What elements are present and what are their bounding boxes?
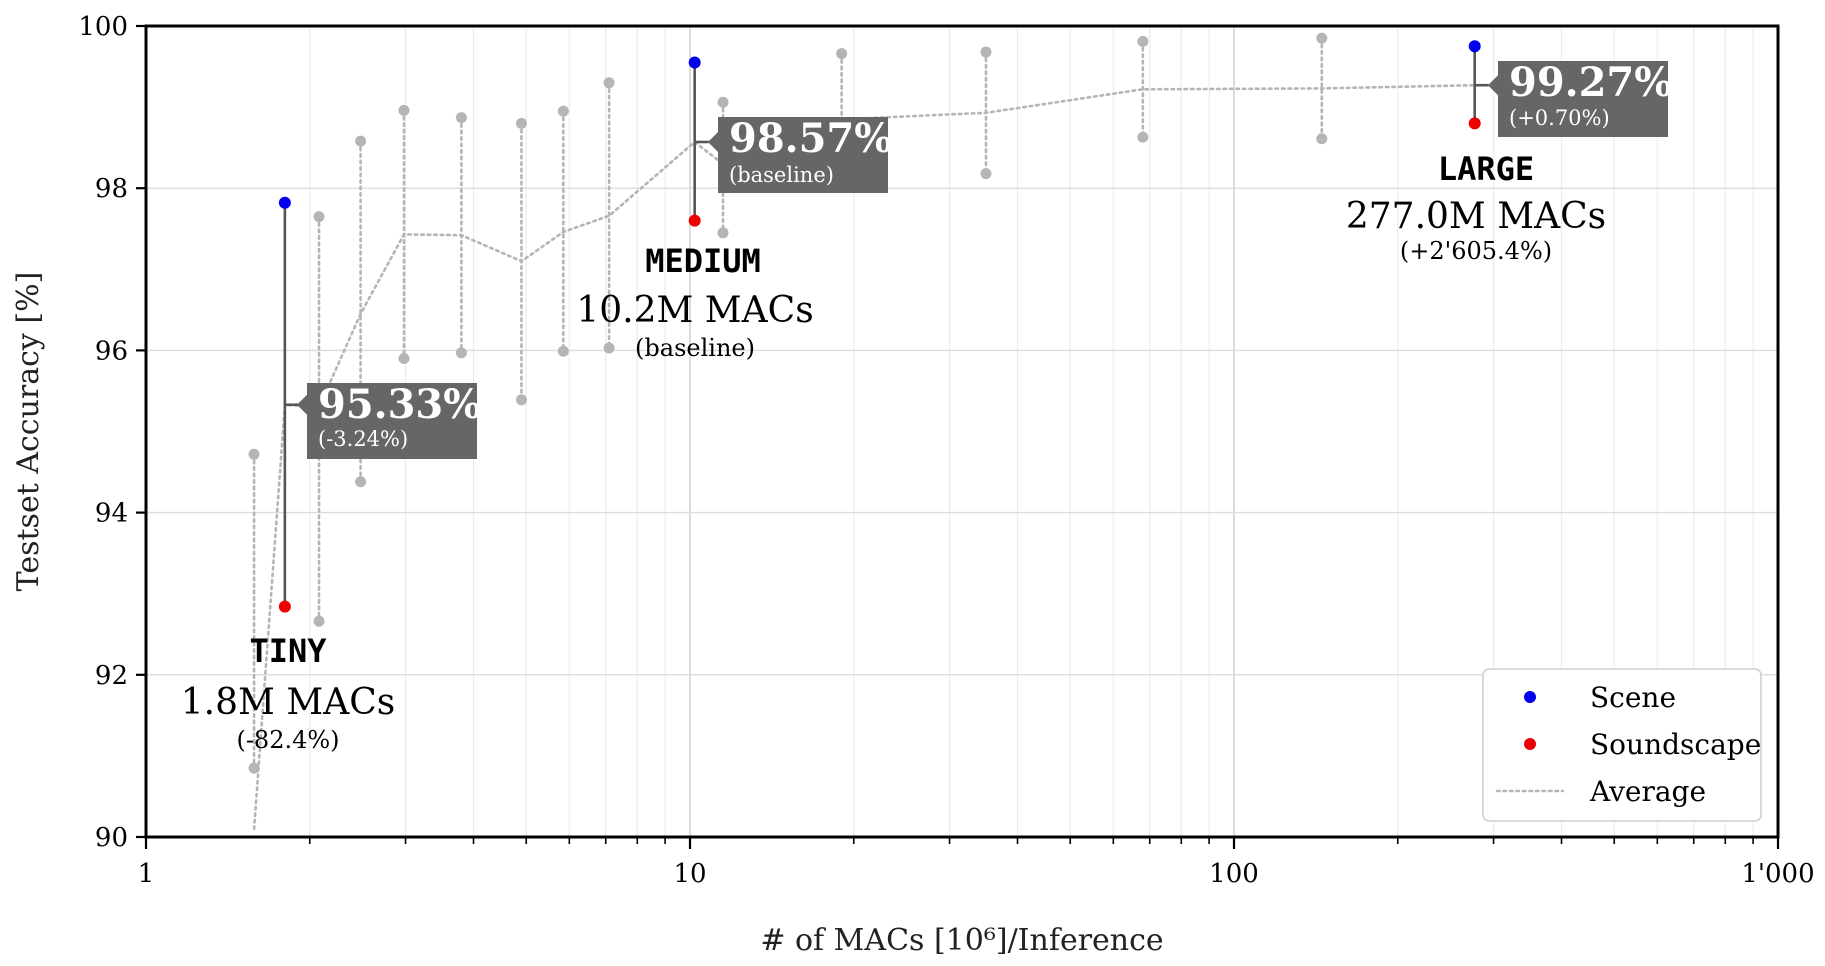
soundscape-point <box>1137 131 1149 143</box>
y-axis-title: Testset Accuracy [%] <box>11 272 46 592</box>
model-macs-change-label: (baseline) <box>635 334 755 362</box>
soundscape-point <box>313 615 325 627</box>
model-name-label: TINY <box>249 632 327 670</box>
scene-point <box>515 117 527 129</box>
y-tick-label: 98 <box>95 174 128 204</box>
model-labels: TINY 1.8M MACs (-82.4%) MEDIUM 10.2M MACs (ba… <box>181 150 1606 754</box>
soundscape-point <box>278 600 291 613</box>
y-tick-label: 90 <box>95 823 128 853</box>
soundscape-point <box>1468 117 1481 130</box>
scene-point <box>717 96 729 108</box>
scene-point <box>355 135 367 147</box>
callout-pointer <box>1488 75 1498 96</box>
x-tick-label: 1 <box>138 859 155 889</box>
x-tick-label: 100 <box>1209 859 1259 889</box>
highlighted-models: 95.33%(-3.24%)98.57%(baseline)99.27%(+0.… <box>278 40 1672 613</box>
soundscape-point <box>603 342 615 354</box>
other-models-series <box>248 32 1328 774</box>
average-accuracy-label: 98.57% <box>729 115 892 162</box>
scene-point <box>836 48 848 60</box>
model-macs-label: 277.0M MACs <box>1346 196 1606 237</box>
average-line <box>252 83 1476 831</box>
scene-point <box>557 105 569 117</box>
legend-marker <box>1524 738 1536 750</box>
scene-point <box>603 77 615 89</box>
scene-point <box>248 448 260 460</box>
scene-point <box>1468 40 1481 53</box>
model-macs-label: 1.8M MACs <box>181 682 395 723</box>
callout-box <box>1498 61 1668 137</box>
legend-box <box>1482 668 1762 822</box>
model-macs-label: 10.2M MACs <box>576 290 813 331</box>
legend: Scene Soundscape Average <box>1482 668 1762 822</box>
callout-pointer <box>297 394 307 415</box>
x-axis-title: # of MACs [10⁶]/Inference <box>760 923 1163 958</box>
soundscape-point <box>688 214 701 227</box>
model-name-label: LARGE <box>1438 150 1534 188</box>
scene-point <box>1316 32 1328 44</box>
soundscape-point <box>515 394 527 406</box>
y-tick-label: 94 <box>95 499 128 529</box>
x-tick-label: 1'000 <box>1741 859 1814 889</box>
callout-pointer <box>708 131 718 152</box>
average-change-label: (+0.70%) <box>1509 106 1610 130</box>
model-name-label: MEDIUM <box>645 242 761 280</box>
soundscape-point <box>455 347 467 359</box>
plot-frame <box>144 24 1780 839</box>
average-accuracy-label: 99.27% <box>1509 59 1672 106</box>
scene-point <box>278 196 291 209</box>
y-tick-label: 92 <box>95 661 128 691</box>
soundscape-point <box>355 476 367 488</box>
legend-marker <box>1524 691 1536 703</box>
soundscape-point <box>717 227 729 239</box>
callout-box <box>307 383 477 459</box>
legend-label: Scene <box>1590 681 1676 714</box>
average-accuracy-label: 95.33% <box>318 381 481 428</box>
scene-point <box>980 46 992 58</box>
average-series <box>252 83 1476 831</box>
scene-point <box>455 112 467 124</box>
scene-point <box>688 56 701 69</box>
callout-box <box>718 117 888 193</box>
model-macs-change-label: (+2'605.4%) <box>1400 237 1552 265</box>
soundscape-point <box>398 353 410 365</box>
average-change-label: (-3.24%) <box>318 427 408 451</box>
y-tick-label: 96 <box>95 336 128 366</box>
legend-label: Soundscape <box>1590 728 1761 761</box>
soundscape-point <box>980 168 992 180</box>
scene-point <box>1137 35 1149 47</box>
y-tick-label: 100 <box>78 12 128 42</box>
legend-label: Average <box>1589 775 1706 808</box>
scene-point <box>313 211 325 223</box>
soundscape-point <box>1316 133 1328 145</box>
scene-point <box>398 104 410 116</box>
soundscape-point <box>248 762 260 774</box>
soundscape-point <box>557 345 569 357</box>
model-macs-change-label: (-82.4%) <box>236 726 339 754</box>
axes: 90 92 94 96 98 100 1 10 100 1'000 # of MACs [10⁶]/… <box>11 12 1815 958</box>
average-change-label: (baseline) <box>729 163 834 187</box>
x-tick-label: 10 <box>673 859 706 889</box>
